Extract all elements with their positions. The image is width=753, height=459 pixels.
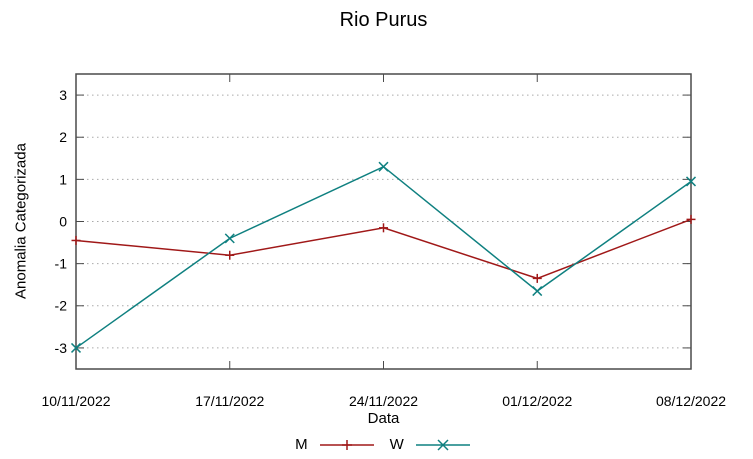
- y-tick-label: 1: [59, 171, 67, 187]
- y-tick-label: 3: [59, 87, 67, 103]
- x-tick-label: 24/11/2022: [349, 393, 418, 409]
- series-W-line: [75, 165, 692, 349]
- gridlines: [77, 94, 690, 349]
- y-tick-label: -1: [55, 256, 68, 272]
- legend-label-W: W: [389, 436, 404, 453]
- chart-title: Rio Purus: [339, 9, 428, 31]
- x-tick-label: 08/12/2022: [656, 393, 726, 409]
- legend-item-W: W: [390, 436, 472, 453]
- legend-item-M: M: [295, 436, 376, 453]
- y-tick-labels: 3 2 1 0 -1 -2 -3: [55, 87, 68, 356]
- y-tick-label: -3: [55, 340, 68, 356]
- y-tick-label: 0: [59, 213, 67, 229]
- x-tick-label: 17/11/2022: [195, 393, 264, 409]
- x-tick-label: 01/12/2022: [502, 393, 572, 409]
- x-axis-label: Data: [367, 410, 400, 427]
- legend-label-M: M: [295, 436, 308, 453]
- y-tick-label: -2: [55, 298, 68, 314]
- legend-sample-M: [319, 439, 374, 450]
- x-tick-label: 10/11/2022: [41, 393, 110, 409]
- legend-sample-W: [415, 438, 470, 451]
- x-tick-labels: 10/11/2022 17/11/2022 24/11/2022 01/12/2022…: [41, 393, 726, 409]
- y-tick-label: 2: [59, 129, 67, 145]
- series-M-markers: [71, 214, 696, 283]
- series-W-markers: [70, 161, 697, 353]
